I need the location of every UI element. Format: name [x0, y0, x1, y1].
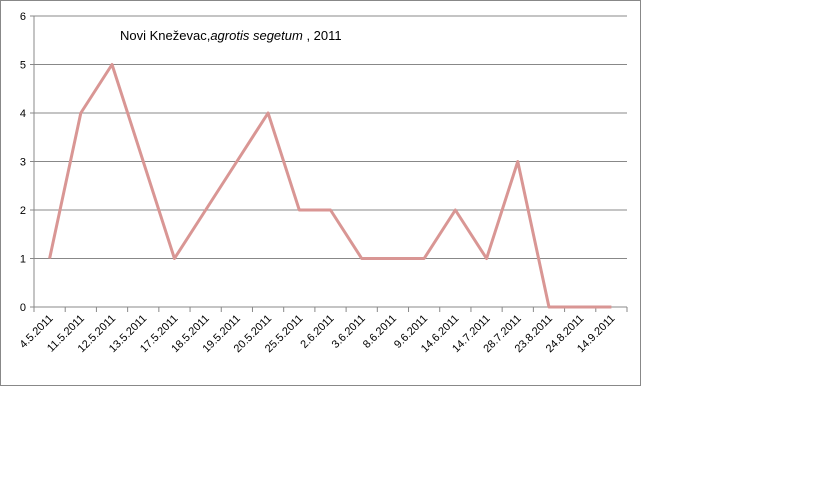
y-tick-label: 6: [20, 11, 26, 23]
y-tick-label: 3: [20, 157, 26, 169]
title-part: , 2011: [303, 28, 342, 43]
title-part: agrotis segetum: [210, 28, 303, 43]
y-tick-label: 2: [20, 205, 26, 217]
chart-title: Novi Kneževac,agrotis segetum , 2011: [120, 28, 342, 43]
line-series: [48, 63, 612, 309]
y-tick-label: 5: [20, 60, 26, 72]
title-part: Novi Kneževac,: [120, 28, 210, 43]
y-tick-label: 0: [20, 302, 26, 314]
y-tick-label: 1: [20, 254, 26, 266]
y-tick-label: 4: [20, 108, 26, 120]
